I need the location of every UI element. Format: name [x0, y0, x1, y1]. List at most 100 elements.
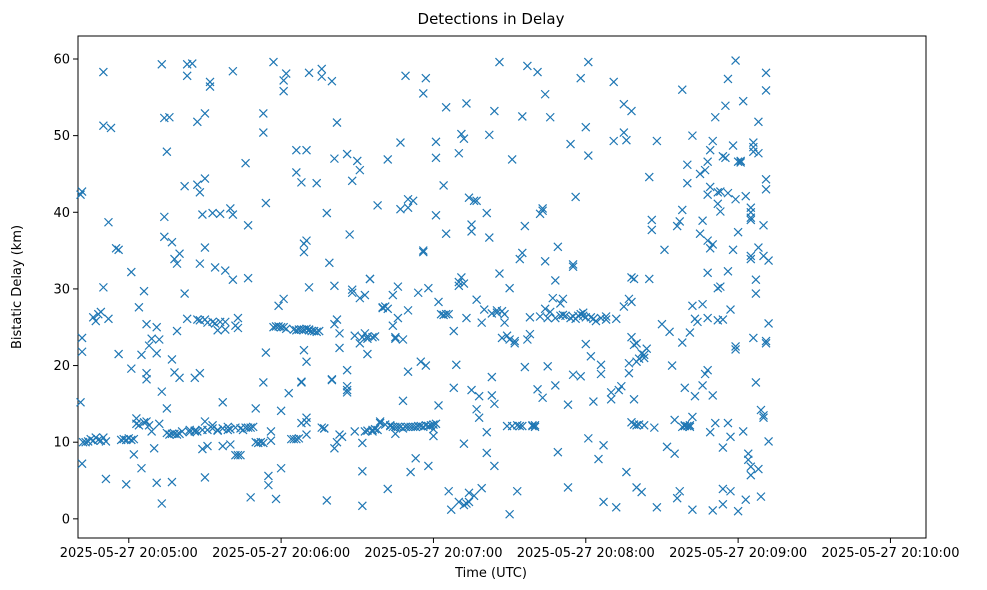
- data-point: [495, 269, 504, 279]
- data-point: [327, 76, 337, 86]
- data-point: [129, 434, 139, 444]
- data-point: [210, 263, 220, 272]
- data-point: [439, 181, 449, 190]
- data-point: [578, 308, 588, 318]
- data-point: [197, 210, 207, 219]
- data-point: [563, 400, 573, 410]
- data-point: [629, 274, 639, 284]
- data-point: [370, 332, 380, 341]
- data-point: [302, 236, 311, 246]
- data-point: [157, 59, 167, 69]
- data-point: [190, 427, 200, 436]
- data-point: [304, 68, 314, 78]
- data-point: [332, 315, 342, 324]
- data-point: [522, 335, 532, 344]
- data-point: [256, 437, 266, 447]
- data-point: [489, 106, 499, 116]
- data-point: [568, 259, 578, 269]
- data-point: [489, 399, 499, 409]
- data-point: [297, 377, 306, 387]
- data-point: [553, 447, 563, 457]
- data-point: [672, 221, 682, 231]
- data-point: [388, 290, 398, 300]
- data-point: [543, 361, 553, 371]
- data-point: [431, 210, 441, 220]
- data-point: [703, 313, 713, 323]
- data-point: [657, 319, 667, 329]
- data-point: [302, 357, 311, 367]
- data-point: [647, 215, 657, 225]
- data-point: [469, 196, 479, 206]
- data-point: [330, 281, 339, 291]
- data-point: [363, 349, 372, 359]
- data-point: [104, 217, 113, 227]
- data-point: [685, 328, 695, 338]
- x-tick-label: 2025-05-27 20:10:00: [821, 546, 959, 561]
- data-point: [246, 492, 256, 502]
- data-point: [299, 247, 309, 257]
- data-point: [449, 326, 459, 336]
- data-point: [139, 417, 149, 427]
- y-tick-label: 10: [53, 436, 70, 451]
- data-point: [77, 347, 87, 357]
- data-point: [291, 434, 301, 444]
- data-point: [330, 154, 339, 164]
- data-point: [220, 325, 230, 334]
- data-point: [649, 423, 659, 433]
- data-point: [228, 66, 238, 76]
- data-point: [441, 229, 451, 239]
- data-point: [225, 204, 235, 213]
- x-tick-label: 2025-05-27 20:05:00: [60, 546, 198, 561]
- data-point: [467, 220, 476, 229]
- data-point: [723, 418, 733, 428]
- data-point: [619, 99, 629, 109]
- data-point: [368, 332, 377, 342]
- data-point: [533, 384, 542, 394]
- data-point: [606, 394, 616, 404]
- data-point: [192, 315, 202, 324]
- data-point: [543, 313, 553, 323]
- data-point: [708, 240, 718, 249]
- data-point: [403, 367, 413, 377]
- data-point: [360, 290, 370, 300]
- data-point: [177, 427, 187, 436]
- data-point: [733, 506, 743, 516]
- data-point: [733, 157, 743, 167]
- data-point: [751, 289, 761, 298]
- data-point: [182, 71, 192, 81]
- data-point: [454, 148, 464, 158]
- x-tick-label: 2025-05-27 20:06:00: [212, 546, 350, 561]
- data-point: [540, 89, 550, 99]
- data-point: [746, 215, 756, 225]
- data-point: [456, 129, 466, 139]
- data-point: [705, 427, 715, 437]
- data-point: [746, 462, 756, 472]
- data-point: [98, 282, 108, 292]
- data-point: [596, 313, 606, 323]
- data-point: [761, 338, 771, 348]
- data-point: [200, 108, 210, 118]
- data-point: [248, 422, 258, 432]
- data-point: [644, 274, 654, 284]
- data-point: [627, 332, 636, 342]
- data-point: [444, 309, 454, 319]
- data-point: [276, 322, 286, 332]
- data-point: [375, 418, 385, 428]
- data-point: [390, 429, 400, 439]
- data-point: [748, 333, 758, 343]
- data-point: [101, 474, 111, 484]
- data-point: [413, 288, 423, 298]
- data-point: [86, 434, 96, 444]
- data-point: [467, 227, 476, 236]
- data-point: [274, 301, 283, 311]
- data-point: [703, 365, 713, 375]
- data-point: [467, 385, 476, 395]
- data-point: [429, 424, 438, 434]
- data-point: [619, 128, 629, 137]
- data-point: [675, 486, 685, 496]
- data-point: [167, 355, 177, 364]
- data-point: [431, 137, 441, 147]
- data-point: [302, 145, 311, 155]
- data-point: [652, 502, 662, 512]
- data-point: [713, 283, 723, 293]
